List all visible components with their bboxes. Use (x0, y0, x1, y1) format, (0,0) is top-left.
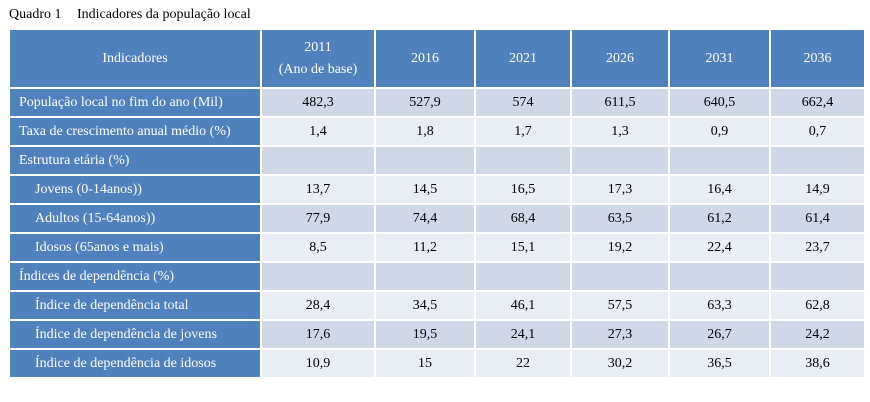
table-cell: 24,2 (771, 321, 866, 350)
indicators-table: Indicadores 2011 (Ano de base) 2016 2021… (10, 30, 866, 379)
table-cell: 22,4 (670, 234, 771, 263)
table-cell: 17,6 (262, 321, 376, 350)
table-cell: 28,4 (262, 292, 376, 321)
table-cell: 13,7 (262, 176, 376, 205)
table-cell (771, 263, 866, 292)
header-row: Indicadores 2011 (Ano de base) 2016 2021… (10, 30, 866, 89)
table-cell: 10,9 (262, 350, 376, 379)
table-cell: 62,8 (771, 292, 866, 321)
header-year: 2016 (376, 30, 476, 89)
table-cell: 574 (476, 89, 572, 118)
table-row: Índice de dependência de jovens 17,6 19,… (10, 321, 866, 350)
table-cell: 1,8 (376, 118, 476, 147)
row-label: Taxa de crescimento anual médio (%) (10, 118, 262, 147)
table-row: Índice de dependência de idosos 10,9 15 … (10, 350, 866, 379)
table-cell: 19,5 (376, 321, 476, 350)
table-cell: 640,5 (670, 89, 771, 118)
table-row: Idosos (65anos e mais) 8,5 11,2 15,1 19,… (10, 234, 866, 263)
table-cell: 74,4 (376, 205, 476, 234)
table-cell: 24,1 (476, 321, 572, 350)
table-cell: 46,1 (476, 292, 572, 321)
table-cell: 0,9 (670, 118, 771, 147)
table-cell: 68,4 (476, 205, 572, 234)
table-cell (572, 147, 670, 176)
table-cell: 17,3 (572, 176, 670, 205)
table-cell: 63,3 (670, 292, 771, 321)
table-cell: 61,4 (771, 205, 866, 234)
table-row: Adultos (15-64anos)) 77,9 74,4 68,4 63,5… (10, 205, 866, 234)
table-cell: 77,9 (262, 205, 376, 234)
table-cell: 527,9 (376, 89, 476, 118)
table-cell: 27,3 (572, 321, 670, 350)
row-label: Índice de dependência de jovens (10, 321, 262, 350)
table-cell (262, 147, 376, 176)
row-label: Jovens (0-14anos)) (10, 176, 262, 205)
caption-number: Quadro 1 (9, 7, 62, 22)
table-cell: 61,2 (670, 205, 771, 234)
table-cell (572, 263, 670, 292)
table-cell: 23,7 (771, 234, 866, 263)
header-base-year: 2011 (Ano de base) (262, 30, 376, 89)
table-cell: 38,6 (771, 350, 866, 379)
table-cell (476, 263, 572, 292)
row-label: Índice de dependência de idosos (10, 350, 262, 379)
table-cell: 1,3 (572, 118, 670, 147)
header-indicators: Indicadores (10, 30, 262, 89)
table-cell (262, 263, 376, 292)
table-cell: 63,5 (572, 205, 670, 234)
table-cell: 14,5 (376, 176, 476, 205)
table-cell: 57,5 (572, 292, 670, 321)
table-cell: 0,7 (771, 118, 866, 147)
table-cell: 15 (376, 350, 476, 379)
header-year: 2036 (771, 30, 866, 89)
table-cell (670, 147, 771, 176)
base-year-note: (Ano de base) (278, 61, 358, 77)
table-cell: 8,5 (262, 234, 376, 263)
row-label: Adultos (15-64anos)) (10, 205, 262, 234)
table-cell: 611,5 (572, 89, 670, 118)
table-cell: 34,5 (376, 292, 476, 321)
table-cell: 19,2 (572, 234, 670, 263)
table-cell: 11,2 (376, 234, 476, 263)
header-year: 2026 (572, 30, 670, 89)
table-cell (376, 147, 476, 176)
table-cell: 14,9 (771, 176, 866, 205)
table-cell: 30,2 (572, 350, 670, 379)
table-row-section: Estrutura etária (%) (10, 147, 866, 176)
table-cell: 36,5 (670, 350, 771, 379)
caption-title: Indicadores da população local (77, 7, 251, 22)
table-caption: Quadro 1 Indicadores da população local (9, 6, 251, 24)
table-row: População local no fim do ano (Mil) 482,… (10, 89, 866, 118)
row-label: Idosos (65anos e mais) (10, 234, 262, 263)
table-row: Índice de dependência total 28,4 34,5 46… (10, 292, 866, 321)
row-label: Índice de dependência total (10, 292, 262, 321)
table-row: Jovens (0-14anos)) 13,7 14,5 16,5 17,3 1… (10, 176, 866, 205)
row-label: População local no fim do ano (Mil) (10, 89, 262, 118)
table-cell: 16,4 (670, 176, 771, 205)
table-row: Taxa de crescimento anual médio (%) 1,4 … (10, 118, 866, 147)
table-cell (771, 147, 866, 176)
table-cell: 662,4 (771, 89, 866, 118)
section-label: Estrutura etária (%) (10, 147, 262, 176)
table-row-section: Índices de dependência (%) (10, 263, 866, 292)
table-cell: 1,7 (476, 118, 572, 147)
table-cell: 26,7 (670, 321, 771, 350)
header-year: 2021 (476, 30, 572, 89)
table-cell (376, 263, 476, 292)
table-cell: 482,3 (262, 89, 376, 118)
table-cell: 15,1 (476, 234, 572, 263)
table-cell (670, 263, 771, 292)
table-cell: 1,4 (262, 118, 376, 147)
base-year: 2011 (304, 39, 332, 55)
table-cell: 16,5 (476, 176, 572, 205)
header-year: 2031 (670, 30, 771, 89)
section-label: Índices de dependência (%) (10, 263, 262, 292)
table-cell: 22 (476, 350, 572, 379)
table-cell (476, 147, 572, 176)
